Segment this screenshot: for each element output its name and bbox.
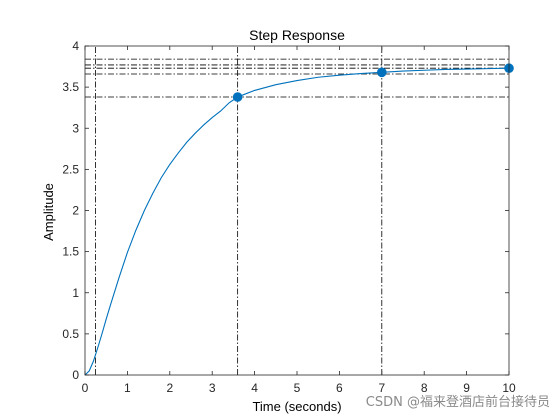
x-tick-label: 5: [294, 381, 301, 395]
y-tick-label: 1: [72, 286, 79, 300]
y-axis-label: Amplitude: [41, 183, 56, 241]
y-tick-label: 2: [72, 204, 79, 218]
x-tick-label: 9: [463, 381, 470, 395]
y-tick-label: 0: [72, 368, 79, 382]
characteristic-point-marker[interactable]: [232, 92, 243, 102]
y-axis-ticks: 0 0.5 1 1.5 2 2.5 3 3.5 4: [62, 39, 509, 382]
x-axis-ticks: 0 1 2 3 4 5 6 7 8 9 10: [82, 46, 516, 395]
x-tick-label: 4: [251, 381, 258, 395]
y-tick-label: 4: [72, 39, 79, 53]
chart-title: Step Response: [249, 27, 345, 43]
x-tick-label: 6: [336, 381, 343, 395]
y-tick-label: 2.5: [62, 162, 79, 176]
y-tick-label: 3: [72, 121, 79, 135]
x-axis-label: Time (seconds): [252, 399, 341, 414]
x-tick-label: 10: [502, 381, 516, 395]
x-tick-label: 2: [166, 381, 173, 395]
plot-area: [85, 46, 509, 375]
x-tick-label: 3: [209, 381, 216, 395]
x-tick-label: 7: [378, 381, 385, 395]
watermark: CSDN @福来登酒店前台接待员: [366, 394, 550, 410]
characteristic-point-marker[interactable]: [377, 67, 387, 78]
x-tick-label: 8: [421, 381, 428, 395]
x-tick-label: 0: [82, 381, 89, 395]
y-tick-label: 0.5: [62, 327, 79, 341]
y-tick-label: 3.5: [62, 80, 79, 94]
reference-lines: [85, 46, 509, 375]
y-tick-label: 1.5: [62, 245, 79, 259]
x-tick-label: 1: [124, 381, 131, 395]
